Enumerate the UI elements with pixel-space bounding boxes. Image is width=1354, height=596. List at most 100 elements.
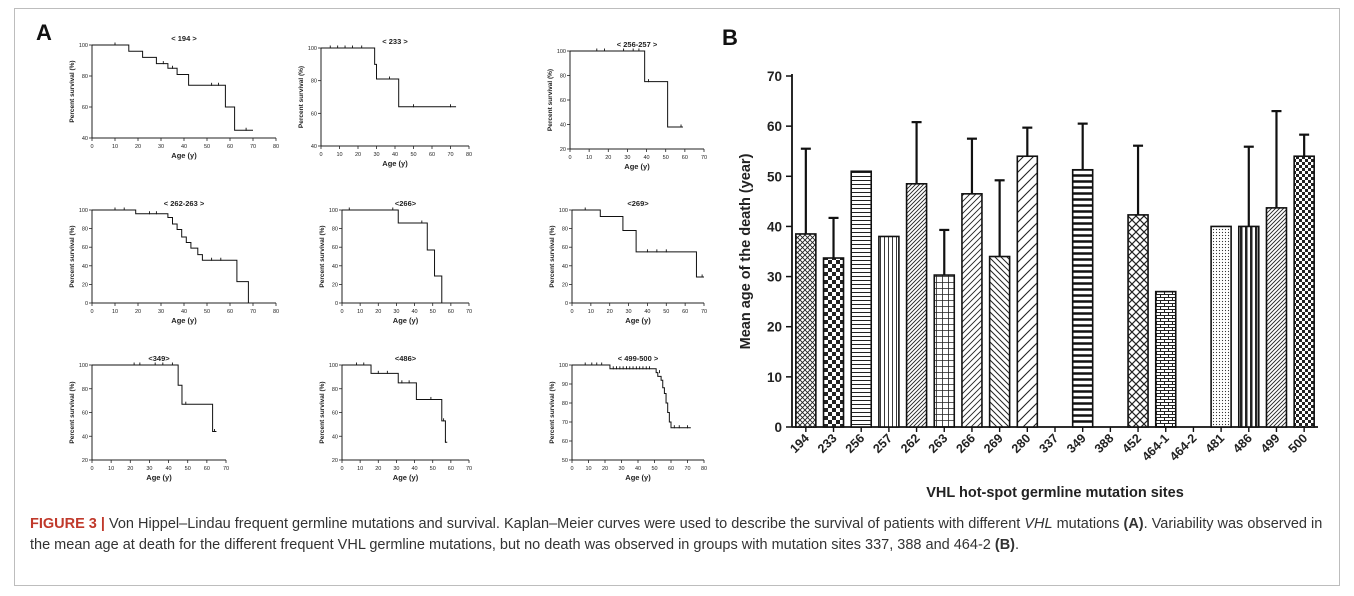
km-title: <266> [395, 199, 417, 208]
caption-text-3: . Variability was observed in the mean a… [30, 516, 1323, 553]
km-x-tick-label: 10 [112, 309, 118, 315]
bar-y-tick-label: 0 [774, 420, 782, 435]
km-x-tick-label: 50 [430, 309, 436, 315]
km-y-tick-label: 100 [557, 49, 566, 55]
bar-x-tick-label: 337 [1036, 431, 1061, 456]
km-x-tick-label: 70 [701, 309, 707, 315]
km-x-tick-label: 50 [663, 309, 669, 315]
km-x-tick-label: 0 [568, 155, 571, 161]
km-x-tick-label: 10 [585, 466, 591, 472]
km-x-tick-label: 30 [158, 309, 164, 315]
km-y-label: Percent survival (%) [69, 225, 76, 287]
km-x-tick-label: 70 [250, 309, 256, 315]
km-x-tick-label: 60 [227, 309, 233, 315]
km-x-tick-label: 40 [412, 466, 418, 472]
bar-x-tick-label: 464-1 [1139, 431, 1172, 464]
km-x-tick-label: 10 [108, 466, 114, 472]
km-y-tick-label: 60 [82, 105, 88, 111]
km-x-tick-label: 30 [618, 466, 624, 472]
km-x-tick-label: 40 [181, 309, 187, 315]
bar-x-tick-label: 256 [843, 431, 868, 456]
bar-y-tick-label: 40 [767, 219, 782, 234]
km-x-tick-label: 30 [146, 466, 152, 472]
km-x-tick-label: 10 [112, 144, 118, 150]
km-y-label: Percent survival (%) [549, 381, 556, 443]
km-y-label: Percent survival (%) [547, 69, 554, 131]
bar-x-tick-label: 464-2 [1167, 431, 1200, 464]
km-y-label: Percent survival (%) [319, 381, 326, 443]
km-y-tick-label: 80 [332, 227, 338, 233]
km-x-tick-label: 60 [204, 466, 210, 472]
bar [822, 257, 845, 428]
km-x-tick-label: 40 [644, 309, 650, 315]
km-x-label: Age (y) [382, 159, 408, 168]
km-y-tick-label: 80 [82, 227, 88, 233]
km-x-tick-label: 20 [375, 309, 381, 315]
km-x-tick-label: 60 [448, 309, 454, 315]
km-y-tick-label: 20 [560, 147, 566, 153]
bar [1293, 155, 1315, 428]
km-y-tick-label: 100 [329, 363, 338, 369]
km-y-label: Percent survival (%) [319, 225, 326, 287]
bar [933, 274, 956, 428]
km-x-tick-label: 10 [357, 309, 363, 315]
km-survival-curve [92, 364, 217, 432]
km-y-tick-label: 80 [562, 227, 568, 233]
km-x-tick-label: 0 [90, 309, 93, 315]
km-x-tick-label: 60 [429, 152, 435, 158]
km-y-tick-label: 60 [82, 411, 88, 417]
km-panel-6: <269> 0 10 20 30 40 50 60 70 0 20 40 60 80 100 Age (y) P… [549, 199, 707, 325]
bar-y-tick-label: 30 [767, 270, 782, 285]
km-y-tick-label: 100 [79, 208, 88, 214]
bar [1210, 225, 1232, 428]
km-x-tick-label: 30 [373, 152, 379, 158]
km-x-tick-label: 70 [447, 152, 453, 158]
km-y-tick-label: 40 [332, 264, 338, 270]
km-x-tick-label: 60 [227, 144, 233, 150]
km-x-tick-label: 60 [668, 466, 674, 472]
km-title: < 262-263 > [164, 199, 205, 208]
km-x-tick-label: 20 [605, 155, 611, 161]
km-y-tick-label: 80 [332, 387, 338, 393]
bar [1071, 168, 1094, 428]
km-y-tick-label: 20 [82, 458, 88, 464]
bar-x-tick-label: 266 [953, 431, 978, 456]
km-x-tick-label: 50 [185, 466, 191, 472]
bar [850, 170, 873, 428]
km-y-tick-label: 20 [562, 282, 568, 288]
km-y-tick-label: 60 [82, 245, 88, 251]
km-x-label: Age (y) [625, 473, 651, 482]
bar-x-tick-label: 257 [870, 431, 895, 456]
km-x-tick-label: 60 [682, 155, 688, 161]
bar-x-tick-label: 349 [1064, 431, 1089, 456]
km-title: < 256-257 > [617, 40, 658, 49]
km-x-tick-label: 10 [588, 309, 594, 315]
km-title: < 499-500 > [618, 354, 659, 363]
km-y-tick-label: 50 [562, 458, 568, 464]
km-x-label: Age (y) [146, 473, 172, 482]
km-survival-curve [572, 209, 704, 278]
km-y-tick-label: 70 [562, 420, 568, 426]
km-x-tick-label: 20 [375, 466, 381, 472]
figure-frame [14, 8, 1340, 586]
km-x-tick-label: 50 [204, 144, 210, 150]
km-y-tick-label: 100 [79, 363, 88, 369]
km-x-tick-label: 80 [273, 144, 279, 150]
caption-text-2: mutations [1052, 516, 1124, 532]
km-y-tick-label: 80 [82, 74, 88, 80]
km-x-tick-label: 30 [393, 309, 399, 315]
caption-text-1: Von Hippel–Lindau frequent germline muta… [104, 516, 1025, 532]
km-survival-curve [92, 44, 253, 131]
bar [961, 193, 983, 428]
km-x-tick-label: 40 [392, 152, 398, 158]
km-x-tick-label: 0 [340, 309, 343, 315]
bar-y-label: Mean age of the death (year) [738, 153, 754, 349]
km-x-tick-label: 70 [250, 144, 256, 150]
km-title: <269> [627, 199, 649, 208]
km-x-label: Age (y) [393, 473, 419, 482]
km-x-tick-label: 60 [682, 309, 688, 315]
km-y-label: Percent survival (%) [549, 225, 556, 287]
km-survival-curve [572, 364, 691, 429]
km-x-tick-label: 20 [355, 152, 361, 158]
km-panel-7: <349> 0 10 20 30 40 50 60 70 20 40 60 80 100 Age (y) Pe… [69, 354, 229, 482]
